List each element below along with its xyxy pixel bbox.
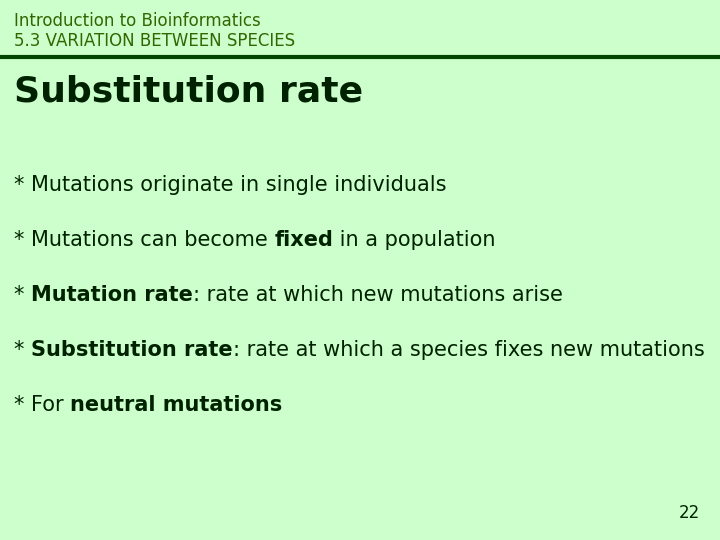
Text: 5.3 VARIATION BETWEEN SPECIES: 5.3 VARIATION BETWEEN SPECIES [14, 32, 295, 50]
Text: Introduction to Bioinformatics: Introduction to Bioinformatics [14, 12, 261, 30]
Text: 22: 22 [679, 504, 700, 522]
Text: Mutation rate: Mutation rate [31, 285, 193, 305]
Text: : rate at which a species fixes new mutations: : rate at which a species fixes new muta… [233, 340, 704, 360]
Text: * For: * For [14, 395, 71, 415]
Text: *: * [14, 340, 31, 360]
Text: in a population: in a population [333, 230, 496, 250]
Text: * Mutations can become: * Mutations can become [14, 230, 274, 250]
Text: Substitution rate: Substitution rate [31, 340, 233, 360]
Text: *: * [14, 285, 31, 305]
Text: fixed: fixed [274, 230, 333, 250]
Text: : rate at which new mutations arise: : rate at which new mutations arise [193, 285, 563, 305]
Text: * Mutations originate in single individuals: * Mutations originate in single individu… [14, 175, 446, 195]
Text: neutral mutations: neutral mutations [71, 395, 282, 415]
Text: Substitution rate: Substitution rate [14, 75, 363, 109]
